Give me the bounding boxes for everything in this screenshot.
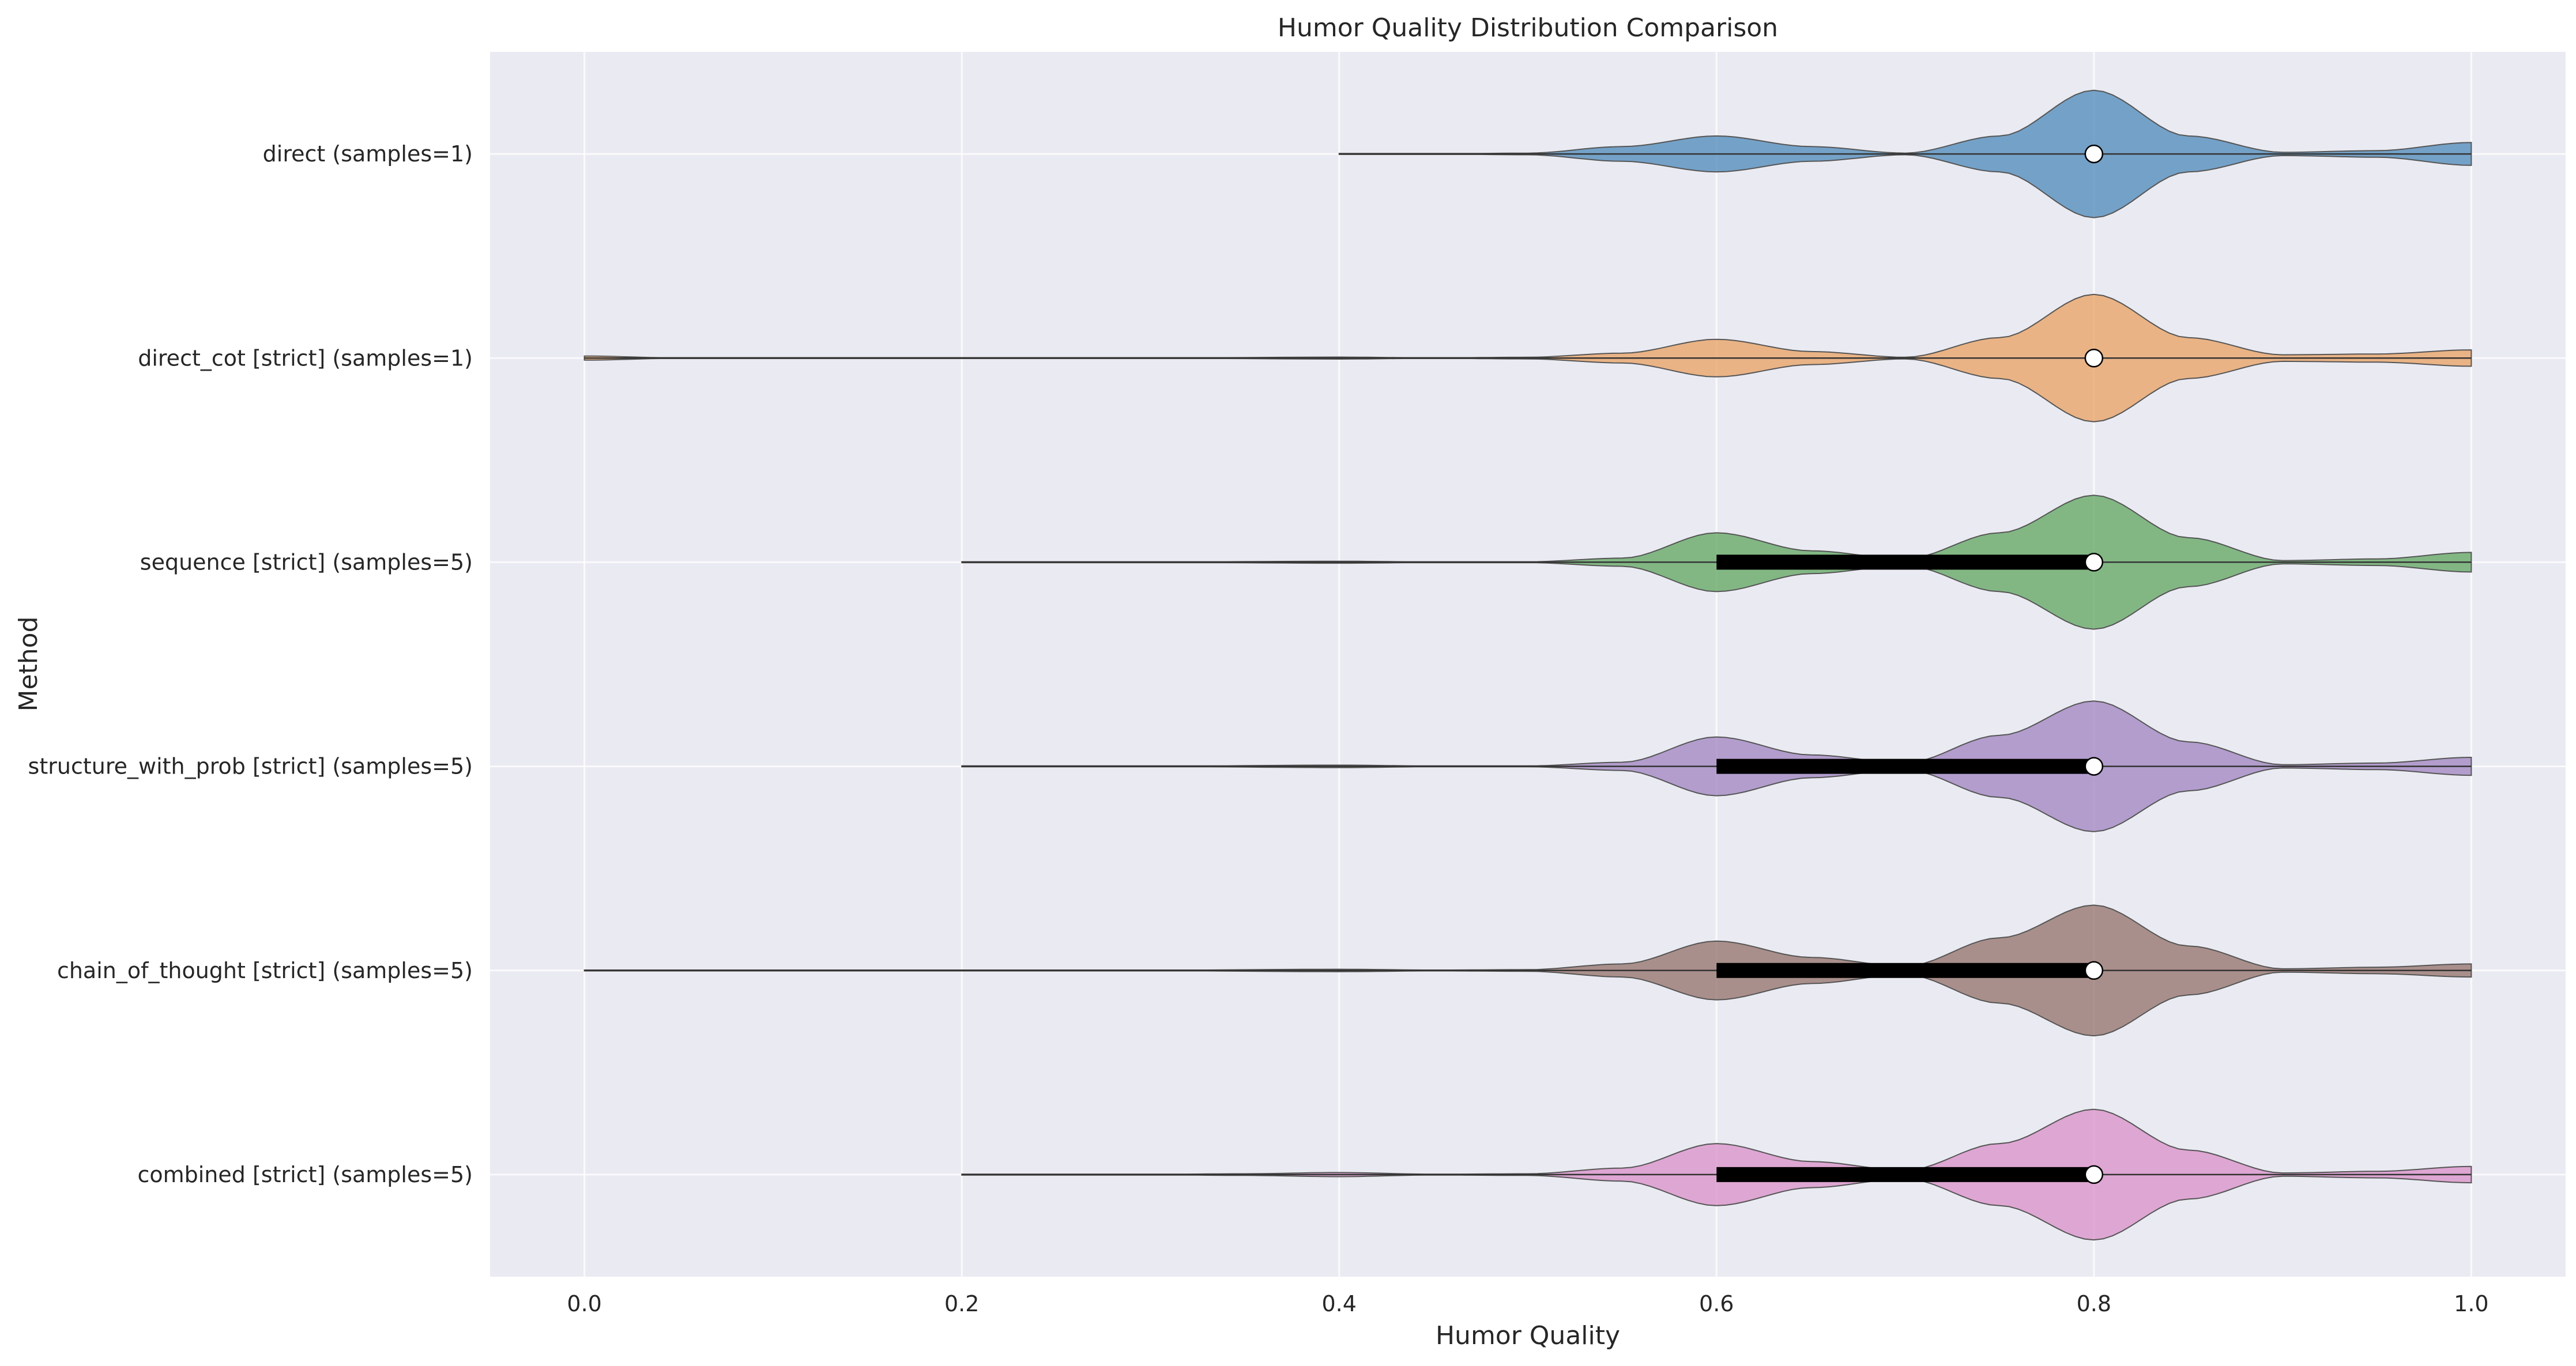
plot-area (490, 52, 2566, 1277)
violin-median-dot (2084, 553, 2104, 572)
x-axis-label: Humor Quality (1436, 1321, 1620, 1350)
chart-title: Humor Quality Distribution Comparison (1278, 13, 1778, 43)
x-tick-label: 0.0 (567, 1291, 601, 1316)
violin-median-dot (2084, 757, 2104, 776)
x-tick-label: 1.0 (2454, 1291, 2488, 1316)
y-tick-labels: direct (samples=1) direct_cot [strict] (s… (28, 141, 473, 1187)
violin-group (961, 1108, 2472, 1241)
violin-group (583, 904, 2472, 1037)
violin-median-dot (2084, 961, 2104, 980)
y-tick-label: structure_with_prob [strict] (samples=5) (28, 754, 473, 779)
violin-group (961, 495, 2472, 630)
violin-median-dot (2084, 349, 2104, 368)
violin-median-dot (2084, 1165, 2104, 1184)
y-tick-label: direct (samples=1) (263, 141, 473, 167)
x-tick-label: 0.6 (1699, 1291, 1734, 1316)
y-axis-label: Method (14, 616, 43, 711)
y-tick-label: direct_cot [strict] (samples=1) (138, 345, 473, 371)
violin-group (1338, 89, 2472, 218)
y-tick-label: combined [strict] (samples=5) (137, 1162, 473, 1187)
violin-median-dot (2084, 144, 2104, 164)
y-tick-label: chain_of_thought [strict] (samples=5) (57, 958, 473, 983)
x-tick-label: 0.8 (2077, 1291, 2111, 1316)
violins (583, 89, 2472, 1241)
y-tick-label: sequence [strict] (samples=5) (140, 549, 473, 575)
violin-group (583, 293, 2472, 422)
x-tick-labels: 0.0 0.2 0.4 0.6 0.8 1.0 (567, 1291, 2488, 1316)
x-tick-label: 0.4 (1322, 1291, 1357, 1316)
x-tick-label: 0.2 (944, 1291, 979, 1316)
violin-group (961, 700, 2472, 832)
